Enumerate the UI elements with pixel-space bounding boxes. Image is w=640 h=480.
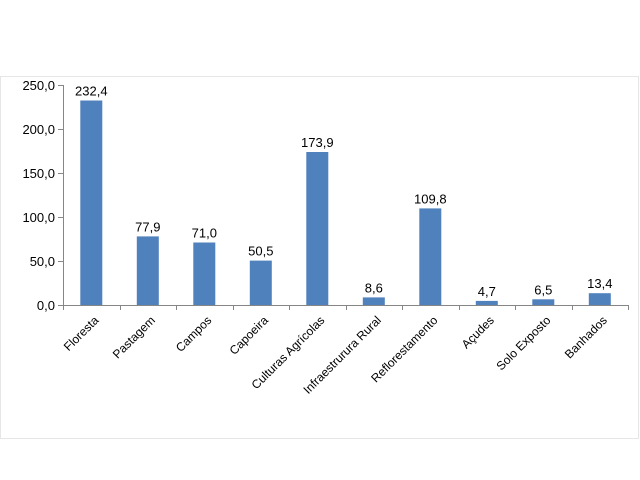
data-label: 13,4 <box>587 276 612 291</box>
bars <box>80 100 611 305</box>
bar-4 <box>306 152 329 305</box>
bar-6 <box>419 208 442 305</box>
bar-7 <box>475 300 498 305</box>
data-label: 8,6 <box>365 280 383 295</box>
data-label: 71,0 <box>192 226 217 241</box>
data-label: 173,9 <box>301 135 334 150</box>
data-labels: 232,4 77,9 71,0 50,5 173,9 8,6 109,8 4,7 6,5 13,4 <box>75 84 612 299</box>
y-tick-label: 150,0 <box>22 166 55 181</box>
y-tick-label: 50,0 <box>30 254 55 269</box>
bar-2 <box>193 242 216 305</box>
bar-8 <box>532 299 555 305</box>
y-tick-label: 100,0 <box>22 210 55 225</box>
x-axis <box>63 305 629 310</box>
y-axis: 0,0 50,0 100,0 150,0 200,0 250,0 <box>22 78 64 313</box>
bar-9 <box>588 293 611 305</box>
data-label: 6,5 <box>534 282 552 297</box>
y-tick-label: 250,0 <box>22 78 55 93</box>
bar-3 <box>249 260 272 305</box>
data-label: 109,8 <box>414 191 447 206</box>
bar-1 <box>136 236 159 305</box>
y-tick-label: 200,0 <box>22 122 55 137</box>
data-label: 4,7 <box>478 284 496 299</box>
data-label: 50,5 <box>248 244 273 259</box>
data-label: 232,4 <box>75 84 108 99</box>
bar-0 <box>80 100 103 305</box>
data-label: 77,9 <box>135 219 160 234</box>
y-tick-label: 0,0 <box>37 298 55 313</box>
bar-5 <box>362 297 385 305</box>
